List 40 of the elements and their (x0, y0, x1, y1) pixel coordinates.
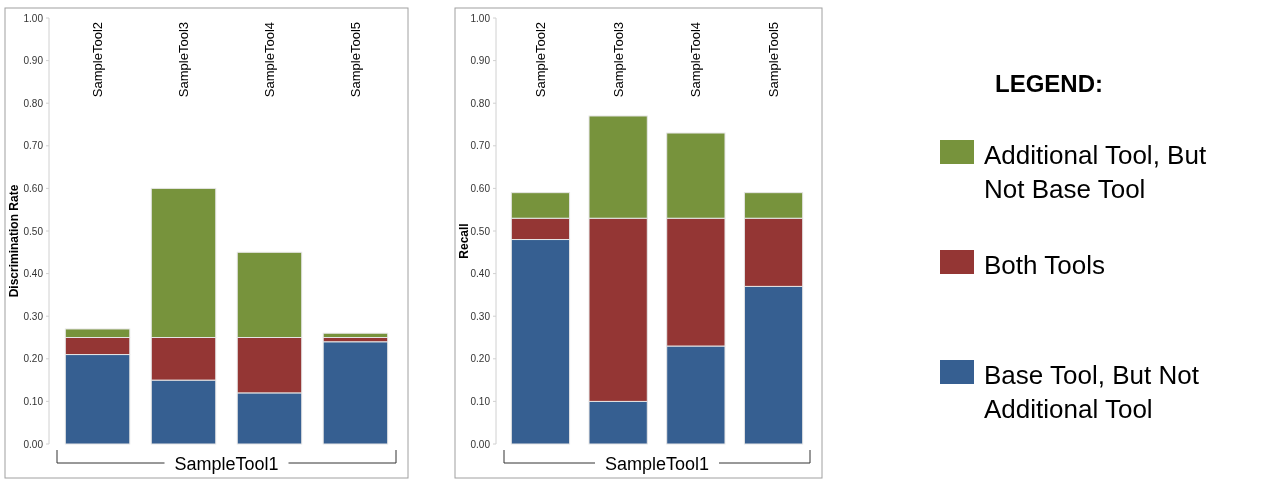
y-tick-label: 0.50 (23, 225, 44, 237)
y-tick-label: 0.30 (23, 310, 44, 322)
y-tick-label: 0.30 (470, 310, 491, 322)
y-tick-label: 0.00 (23, 438, 44, 450)
x-tick-label: SampleTool3 (176, 22, 192, 98)
y-tick-label: 0.80 (23, 97, 44, 109)
y-tick-label: 0.80 (470, 97, 491, 109)
y-tick-label: 0.60 (23, 182, 44, 194)
text: SampleTool1 (174, 454, 279, 474)
y-tick-label: 0.70 (23, 140, 44, 152)
y-tick-label: 1.00 (23, 12, 44, 24)
y-tick-label: 0.70 (470, 140, 491, 152)
y-tick-label: 0.60 (470, 182, 491, 194)
x-tick-label: SampleTool4 (262, 22, 278, 98)
x-tick-label: SampleTool4 (688, 22, 704, 98)
y-tick-label: 0.90 (23, 55, 44, 67)
y-tick-label: 1.00 (470, 12, 491, 24)
y-tick-label: 0.10 (470, 395, 491, 407)
y-tick-label: 0.20 (470, 353, 491, 365)
x-tick-label: SampleTool2 (533, 22, 549, 98)
x-tick-label: SampleTool3 (610, 22, 626, 98)
y-tick-label: 0.40 (23, 268, 44, 280)
y-axis-title: Discrimination Rate (7, 184, 21, 298)
y-tick-label: 0.20 (23, 353, 44, 365)
y-tick-label: 0.00 (470, 438, 491, 450)
y-tick-label: 0.40 (470, 268, 491, 280)
y-tick-label: 0.90 (470, 55, 491, 67)
x-tick-label: SampleTool5 (348, 22, 363, 98)
bar (322, 332, 389, 338)
legend-title: LEGEND: (995, 70, 1103, 97)
text: SampleTool1 (604, 454, 710, 474)
legend-label: Additional Tool, But Not Base Tool (984, 140, 1207, 204)
legend-label: Both Tools (984, 250, 1105, 280)
y-axis-title: Recall (457, 223, 471, 259)
x-tick-label: SampleTool5 (766, 22, 782, 98)
legend-label: Base Tool, But Not Additional Tool (984, 360, 1200, 424)
y-tick-label: 0.10 (23, 395, 44, 407)
x-tick-label: SampleTool2 (90, 22, 106, 98)
y-tick-label: 0.50 (470, 225, 491, 237)
bar (322, 341, 389, 445)
